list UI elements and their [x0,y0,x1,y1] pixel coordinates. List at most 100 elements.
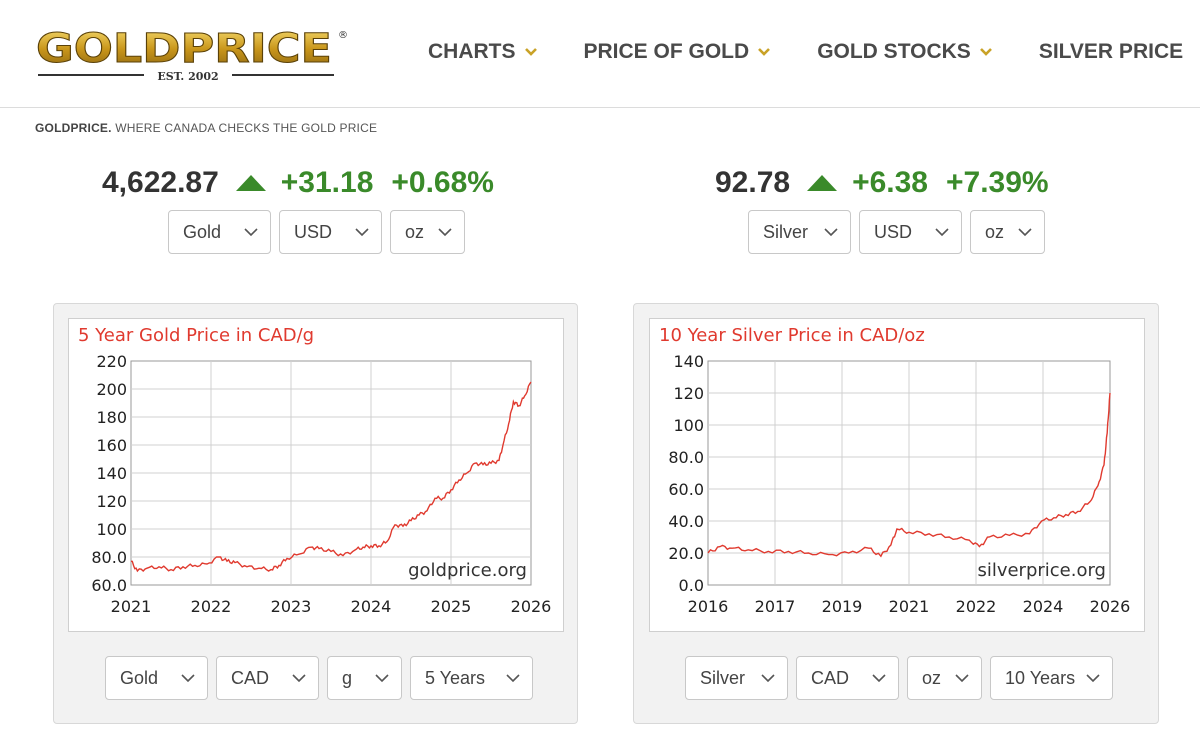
site-tagline: GOLDPRICE. WHERE CANADA CHECKS THE GOLD … [35,121,377,135]
nav-price-of-gold[interactable]: PRICE OF GOLD [584,40,772,64]
metal-select[interactable]: Silver [748,210,851,254]
gold-chart-panel: 5 Year Gold Price in CAD/g 60.0 80.0 100 12… [53,303,578,724]
nav-charts[interactable]: CHARTS [428,40,538,64]
x-tick-label: 2025 [431,597,472,616]
chart-currency-select[interactable]: CAD [796,656,899,700]
chevron-down-icon [955,673,969,682]
site-header: GOLDPRICE ® EST. 2002 CHARTS PRICE OF GO… [0,0,1200,108]
chevron-down-icon [506,673,520,682]
gold-quote: 4,622.87 +31.18 +0.68% [102,166,494,200]
chevron-down-icon [758,48,771,56]
chevron-down-icon [292,673,306,682]
silver-quote-selects: Silver USD oz [748,210,1045,254]
silver-chart-selects: Silver CAD oz 10 Years [685,656,1113,700]
chevron-down-icon [761,673,775,682]
x-tick-label: 2019 [822,597,863,616]
registered-mark: ® [338,30,348,41]
gold-change: +31.18 [280,166,374,199]
chart-unit-select[interactable]: oz [907,656,982,700]
metal-select[interactable]: Gold [168,210,271,254]
y-tick-label: 60.0 [668,480,704,499]
gold-chart-selects: Gold CAD g 5 Years [105,656,533,700]
x-tick-label: 2021 [111,597,152,616]
chart-period-select[interactable]: 10 Years [990,656,1113,700]
silver-change-percent: +7.39% [946,166,1049,199]
tagline-brand: GOLDPRICE. [35,121,112,135]
chart-title: 10 Year Silver Price in CAD/oz [659,325,925,346]
chevron-down-icon [979,48,992,56]
gold-quote-selects: Gold USD oz [168,210,465,254]
gold-price: 4,622.87 [102,166,219,199]
currency-select[interactable]: USD [859,210,962,254]
y-tick-label: 80.0 [91,548,127,567]
x-tick-label: 2023 [271,597,312,616]
chevron-down-icon [824,227,838,236]
x-tick-label: 2016 [688,597,729,616]
chevron-down-icon [935,227,949,236]
y-tick-label: 40.0 [668,512,704,531]
unit-select-value: oz [405,221,425,242]
chart-currency-select[interactable]: CAD [216,656,319,700]
chart-metal-select[interactable]: Silver [685,656,788,700]
metal-select-value: Silver [763,221,809,242]
y-tick-label: 60.0 [91,576,127,595]
up-arrow-icon [235,175,266,191]
nav-gold-stocks[interactable]: GOLD STOCKS [817,40,993,64]
chart-watermark: silverprice.org [977,560,1106,581]
chart-period-select[interactable]: 5 Years [410,656,533,700]
gold-chart-svg: 60.0 80.0 100 120 140 160 180 200 220 2021 2022 202… [91,352,551,616]
chart-unit-select[interactable]: g [327,656,402,700]
price-line [130,381,532,573]
chevron-down-icon [1018,227,1032,236]
chart-unit-select-value: oz [922,667,942,688]
chart-metal-select[interactable]: Gold [105,656,208,700]
logo-established: EST. 2002 [157,70,218,83]
chevron-down-icon [244,227,258,236]
unit-select-value: oz [985,221,1005,242]
chevron-down-icon [181,673,195,682]
chevron-down-icon [524,48,537,56]
unit-select[interactable]: oz [390,210,465,254]
x-tick-label: 2021 [889,597,930,616]
silver-chart-svg: 0.0 20.0 40.0 60.0 80.0 100 120 140 2016 2017 2019… [668,352,1131,616]
gold-chart: 5 Year Gold Price in CAD/g 60.0 80.0 100 12… [68,318,564,632]
y-tick-label: 0.0 [679,576,704,595]
chevron-down-icon [375,673,389,682]
chevron-down-icon [1086,673,1100,682]
unit-select[interactable]: oz [970,210,1045,254]
x-tick-label: 2017 [755,597,796,616]
y-tick-label: 140 [96,464,127,483]
y-tick-label: 120 [96,492,127,511]
x-tick-label: 2026 [1090,597,1131,616]
nav-silver-price-label: SILVER PRICE [1038,40,1184,63]
chart-watermark: goldprice.org [408,560,527,581]
up-arrow-icon [807,175,838,191]
chart-title: 5 Year Gold Price in CAD/g [78,325,315,346]
x-tick-label: 2022 [956,597,997,616]
chart-unit-select-value: g [342,667,353,688]
y-tick-label: 120 [673,384,704,403]
y-tick-label: 220 [96,352,127,371]
x-tick-label: 2022 [191,597,232,616]
main-nav: CHARTS PRICE OF GOLD GOLD STOCKS SILVER … [428,40,1183,64]
chevron-down-icon [872,673,886,682]
metal-select-value: Gold [183,221,222,242]
x-tick-label: 2024 [351,597,392,616]
chevron-down-icon [355,227,369,236]
chart-currency-select-value: CAD [231,667,270,688]
goldprice-logo[interactable]: GOLDPRICE ® EST. 2002 [34,22,354,88]
y-tick-label: 160 [96,436,127,455]
gold-change-percent: +0.68% [391,166,494,199]
y-tick-label: 80.0 [668,448,704,467]
nav-gold-stocks-label: GOLD STOCKS [817,40,971,63]
x-tick-label: 2024 [1023,597,1064,616]
y-tick-label: 100 [96,520,127,539]
y-tick-label: 20.0 [668,544,704,563]
chart-currency-select-value: CAD [811,667,850,688]
silver-quote: 92.78 +6.38 +7.39% [715,166,1049,200]
currency-select[interactable]: USD [279,210,382,254]
chart-metal-select-value: Gold [120,667,159,688]
nav-silver-price[interactable]: SILVER PRICE [1039,40,1183,64]
chevron-down-icon [438,227,452,236]
silver-chart-panel: 10 Year Silver Price in CAD/oz 0.0 20.0 40… [633,303,1159,724]
